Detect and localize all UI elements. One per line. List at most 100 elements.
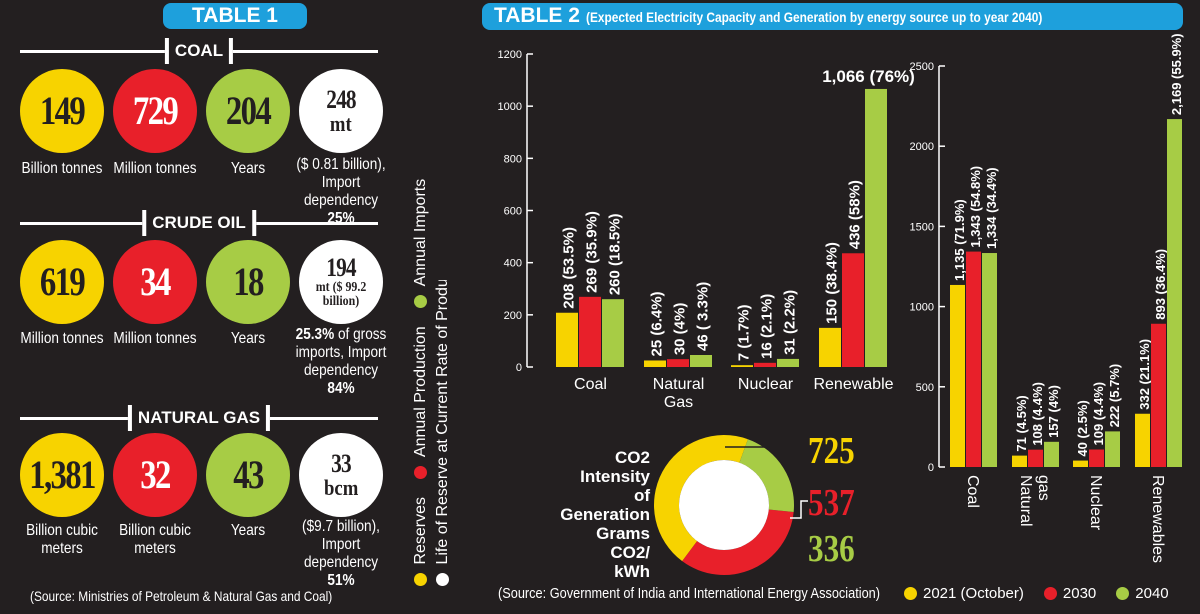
caption-text: 25.3%	[295, 326, 335, 343]
y-tick-label: 1500	[910, 221, 934, 233]
y-tick-label: 1200	[498, 49, 522, 61]
bar-label: 157 (4%)	[1046, 385, 1061, 438]
bar	[1028, 449, 1043, 467]
category-label: Coal	[964, 475, 981, 508]
table2-title-text: TABLE 2	[494, 4, 580, 27]
donut-title-line: kWh	[614, 562, 650, 581]
circle-value: 729	[132, 88, 179, 133]
category-label: Renewables	[1149, 475, 1166, 563]
bar-label: 893 (36.4%)	[1153, 249, 1168, 320]
caption-text: Years	[230, 522, 266, 539]
circle-value: 18	[233, 259, 264, 304]
circle-unit: bcm	[323, 475, 359, 500]
imports-circle: 248 mt	[299, 69, 383, 153]
bar-label: 109 (4.4%)	[1091, 382, 1106, 446]
section-divider: NATURAL GAS	[20, 405, 378, 431]
circle-caption: Billion tonnes	[15, 160, 109, 178]
caption-text: Billion cubic meters	[26, 522, 98, 557]
legend-label-2021: 2021 (October)	[923, 585, 1024, 602]
bar	[754, 362, 776, 367]
caption-text: 84%	[327, 380, 355, 397]
bar-label: 1,135 (71.9%)	[952, 199, 967, 281]
caption-text: Million tonnes	[113, 160, 197, 177]
bar-label: 1,066 (76%)	[822, 67, 915, 86]
category-label: Renewable	[813, 376, 893, 393]
circle-value: 619	[39, 259, 86, 304]
y-tick-label: 600	[504, 206, 522, 218]
circle-value: 34	[140, 259, 171, 304]
circle-caption: Years	[201, 330, 295, 348]
bar-label: 16 (2.1%)	[759, 294, 776, 359]
life-circle: 204	[206, 69, 290, 153]
y-tick-label: 500	[916, 382, 934, 394]
circle-caption: Billion cubic meters	[15, 522, 109, 558]
donut-title-line: Intensity of	[580, 467, 650, 505]
bar-label: 71 (4.5%)	[1014, 395, 1029, 451]
bar-label: 30 (4%)	[672, 303, 689, 356]
circle-value: 149	[39, 88, 86, 133]
donut-slice	[739, 439, 794, 512]
donut-slice	[682, 509, 794, 575]
bar	[819, 327, 841, 367]
y-tick-label: 2500	[910, 61, 934, 73]
caption-text: Years	[230, 160, 266, 177]
bar-label: 269 (35.9%)	[584, 211, 601, 293]
section-title: NATURAL GAS	[127, 405, 271, 431]
circle-value: 204	[225, 88, 272, 133]
y-tick-label: 1000	[910, 302, 934, 314]
bar	[1105, 431, 1120, 467]
bar-label: 40 (2.5%)	[1075, 400, 1090, 456]
bar	[556, 312, 578, 367]
circle-value: 33	[331, 449, 351, 478]
circle-caption: Million tonnes	[108, 330, 202, 348]
circle-unit: mt ($ 99.2 billion)	[315, 280, 367, 309]
donut-title-line: CO2	[615, 448, 650, 467]
legend-label-2040: 2040	[1135, 585, 1169, 602]
life-circle: 18	[206, 240, 290, 324]
y-tick-label: 800	[504, 153, 522, 165]
bar-label: 260 (18.5%)	[607, 213, 624, 295]
section-divider: CRUDE OIL	[20, 210, 378, 236]
circle-unit: mt	[330, 111, 352, 136]
legend-label-2030: 2030	[1062, 585, 1097, 602]
caption-text: Million tonnes	[20, 330, 104, 347]
reserves-circle: 619	[20, 240, 104, 324]
bar-label: 150 (38.4%)	[824, 242, 841, 324]
bar	[842, 253, 864, 367]
y-tick-label: 0	[928, 462, 934, 474]
category-label: Coal	[574, 376, 607, 393]
circle-caption: Years	[201, 160, 295, 178]
table2-subtitle: (Expected Electricity Capacity and Gener…	[585, 9, 1043, 25]
caption-text: Billion cubic meters	[119, 522, 191, 557]
table2-source: (Source: Government of India and Interna…	[498, 585, 881, 602]
section-title: CRUDE OIL	[142, 210, 256, 236]
section-title: COAL	[164, 38, 234, 64]
circle-value: 32	[140, 452, 171, 497]
bar	[690, 355, 712, 367]
donut-value-2040: 336	[808, 528, 855, 570]
life-circle: 43	[206, 433, 290, 517]
circle-caption: 25.3% of gross imports, Import dependenc…	[294, 326, 388, 398]
bar-label: 7 (1.7%)	[736, 304, 753, 361]
chart-legend: 2021 (October) 2030 2040	[904, 583, 1169, 604]
circle-caption: Years	[201, 522, 295, 540]
bar-label: 1,334 (34.4%)	[984, 167, 999, 249]
caption-text: Years	[230, 330, 266, 347]
caption-text: Billion tonnes	[21, 160, 103, 177]
category-label: Nuclear	[738, 376, 794, 393]
donut-title-line: Grams CO2/	[596, 524, 650, 562]
y-tick-label: 400	[504, 258, 522, 270]
circle-caption: Million tonnes	[108, 160, 202, 178]
bar	[966, 251, 981, 467]
bar-label: 222 (5.7%)	[1107, 364, 1122, 428]
circle-value: 1,381	[29, 452, 96, 497]
reserves-circle: 1,381	[20, 433, 104, 517]
legend-dot-2021	[904, 587, 917, 600]
donut-value-2021: 725	[808, 430, 855, 472]
bar	[982, 253, 997, 467]
circle-caption: Million tonnes	[15, 330, 109, 348]
bar-label: 332 (21.1%)	[1137, 339, 1152, 410]
bar	[579, 296, 601, 367]
bar	[1012, 455, 1027, 467]
donut-slice	[654, 435, 748, 562]
